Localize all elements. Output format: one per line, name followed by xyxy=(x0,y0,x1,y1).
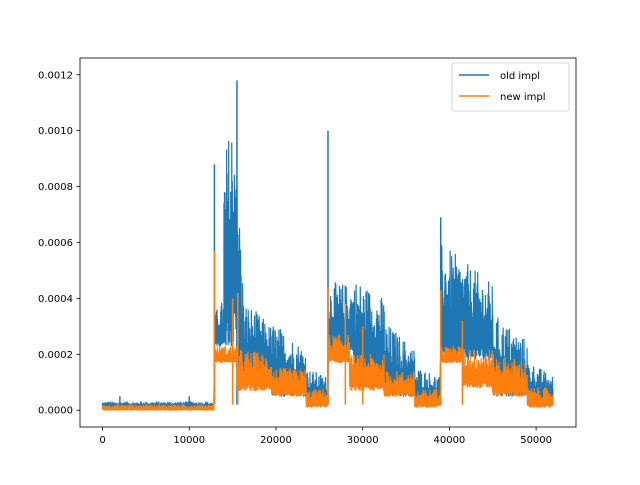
x-tick-label: 20000 xyxy=(260,435,292,446)
legend-label-new-impl: new impl xyxy=(500,92,546,103)
y-tick-label: 0.0004 xyxy=(38,294,73,305)
y-tick-label: 0.0008 xyxy=(38,182,73,193)
x-tick-label: 0 xyxy=(99,435,105,446)
y-tick-label: 0.0002 xyxy=(38,350,73,361)
legend: old impl new impl xyxy=(451,62,570,112)
y-tick-label: 0.0012 xyxy=(38,70,73,81)
plot-area xyxy=(101,80,554,411)
x-tick-label: 10000 xyxy=(173,435,205,446)
y-axis: 0.0000 0.0002 0.0004 0.0006 0.0008 0.0010 0.00… xyxy=(38,70,80,417)
legend-label-old-impl: old impl xyxy=(500,71,540,82)
x-axis: 0 10000 20000 30000 40000 50000 xyxy=(99,427,552,446)
y-tick-label: 0.0006 xyxy=(38,238,73,249)
y-tick-label: 0.0010 xyxy=(38,126,73,137)
x-tick-label: 30000 xyxy=(347,435,379,446)
y-tick-label: 0.0000 xyxy=(38,406,73,417)
x-tick-label: 50000 xyxy=(520,435,552,446)
x-tick-label: 40000 xyxy=(433,435,465,446)
